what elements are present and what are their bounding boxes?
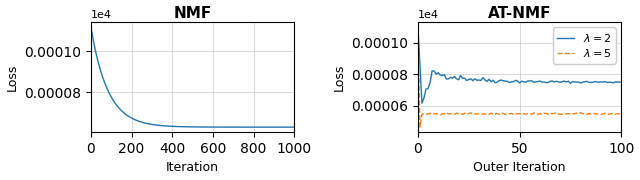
$\lambda = 2$	[509, 81, 517, 83]
Legend: $\lambda = 2$, $\lambda = 5$: $\lambda = 2$, $\lambda = 5$	[552, 27, 616, 64]
$\lambda = 2$	[414, 26, 422, 28]
$\lambda = 5$	[538, 113, 546, 115]
$\lambda = 5$	[416, 126, 424, 128]
$\lambda = 2$	[559, 81, 566, 83]
$\lambda = 5$	[568, 112, 576, 114]
$\lambda = 2$	[618, 81, 625, 83]
$\lambda = 5$	[618, 113, 625, 115]
X-axis label: Outer Iteration: Outer Iteration	[474, 161, 566, 174]
$\lambda = 5$	[414, 26, 422, 28]
$\lambda = 2$	[568, 80, 576, 83]
$\lambda = 2$	[467, 78, 475, 80]
Line: $\lambda = 5$: $\lambda = 5$	[418, 27, 621, 127]
$\lambda = 2$	[430, 70, 438, 72]
$\lambda = 5$	[467, 112, 475, 114]
$\lambda = 5$	[509, 113, 517, 116]
Line: $\lambda = 2$: $\lambda = 2$	[418, 27, 621, 103]
$\lambda = 5$	[559, 113, 566, 115]
Title: AT-NMF: AT-NMF	[488, 6, 551, 21]
X-axis label: Iteration: Iteration	[166, 161, 219, 174]
Y-axis label: Loss: Loss	[333, 63, 346, 91]
Y-axis label: Loss: Loss	[6, 63, 19, 91]
$\lambda = 2$	[418, 102, 426, 104]
$\lambda = 5$	[430, 113, 438, 115]
Title: NMF: NMF	[173, 6, 212, 21]
$\lambda = 2$	[538, 81, 546, 83]
